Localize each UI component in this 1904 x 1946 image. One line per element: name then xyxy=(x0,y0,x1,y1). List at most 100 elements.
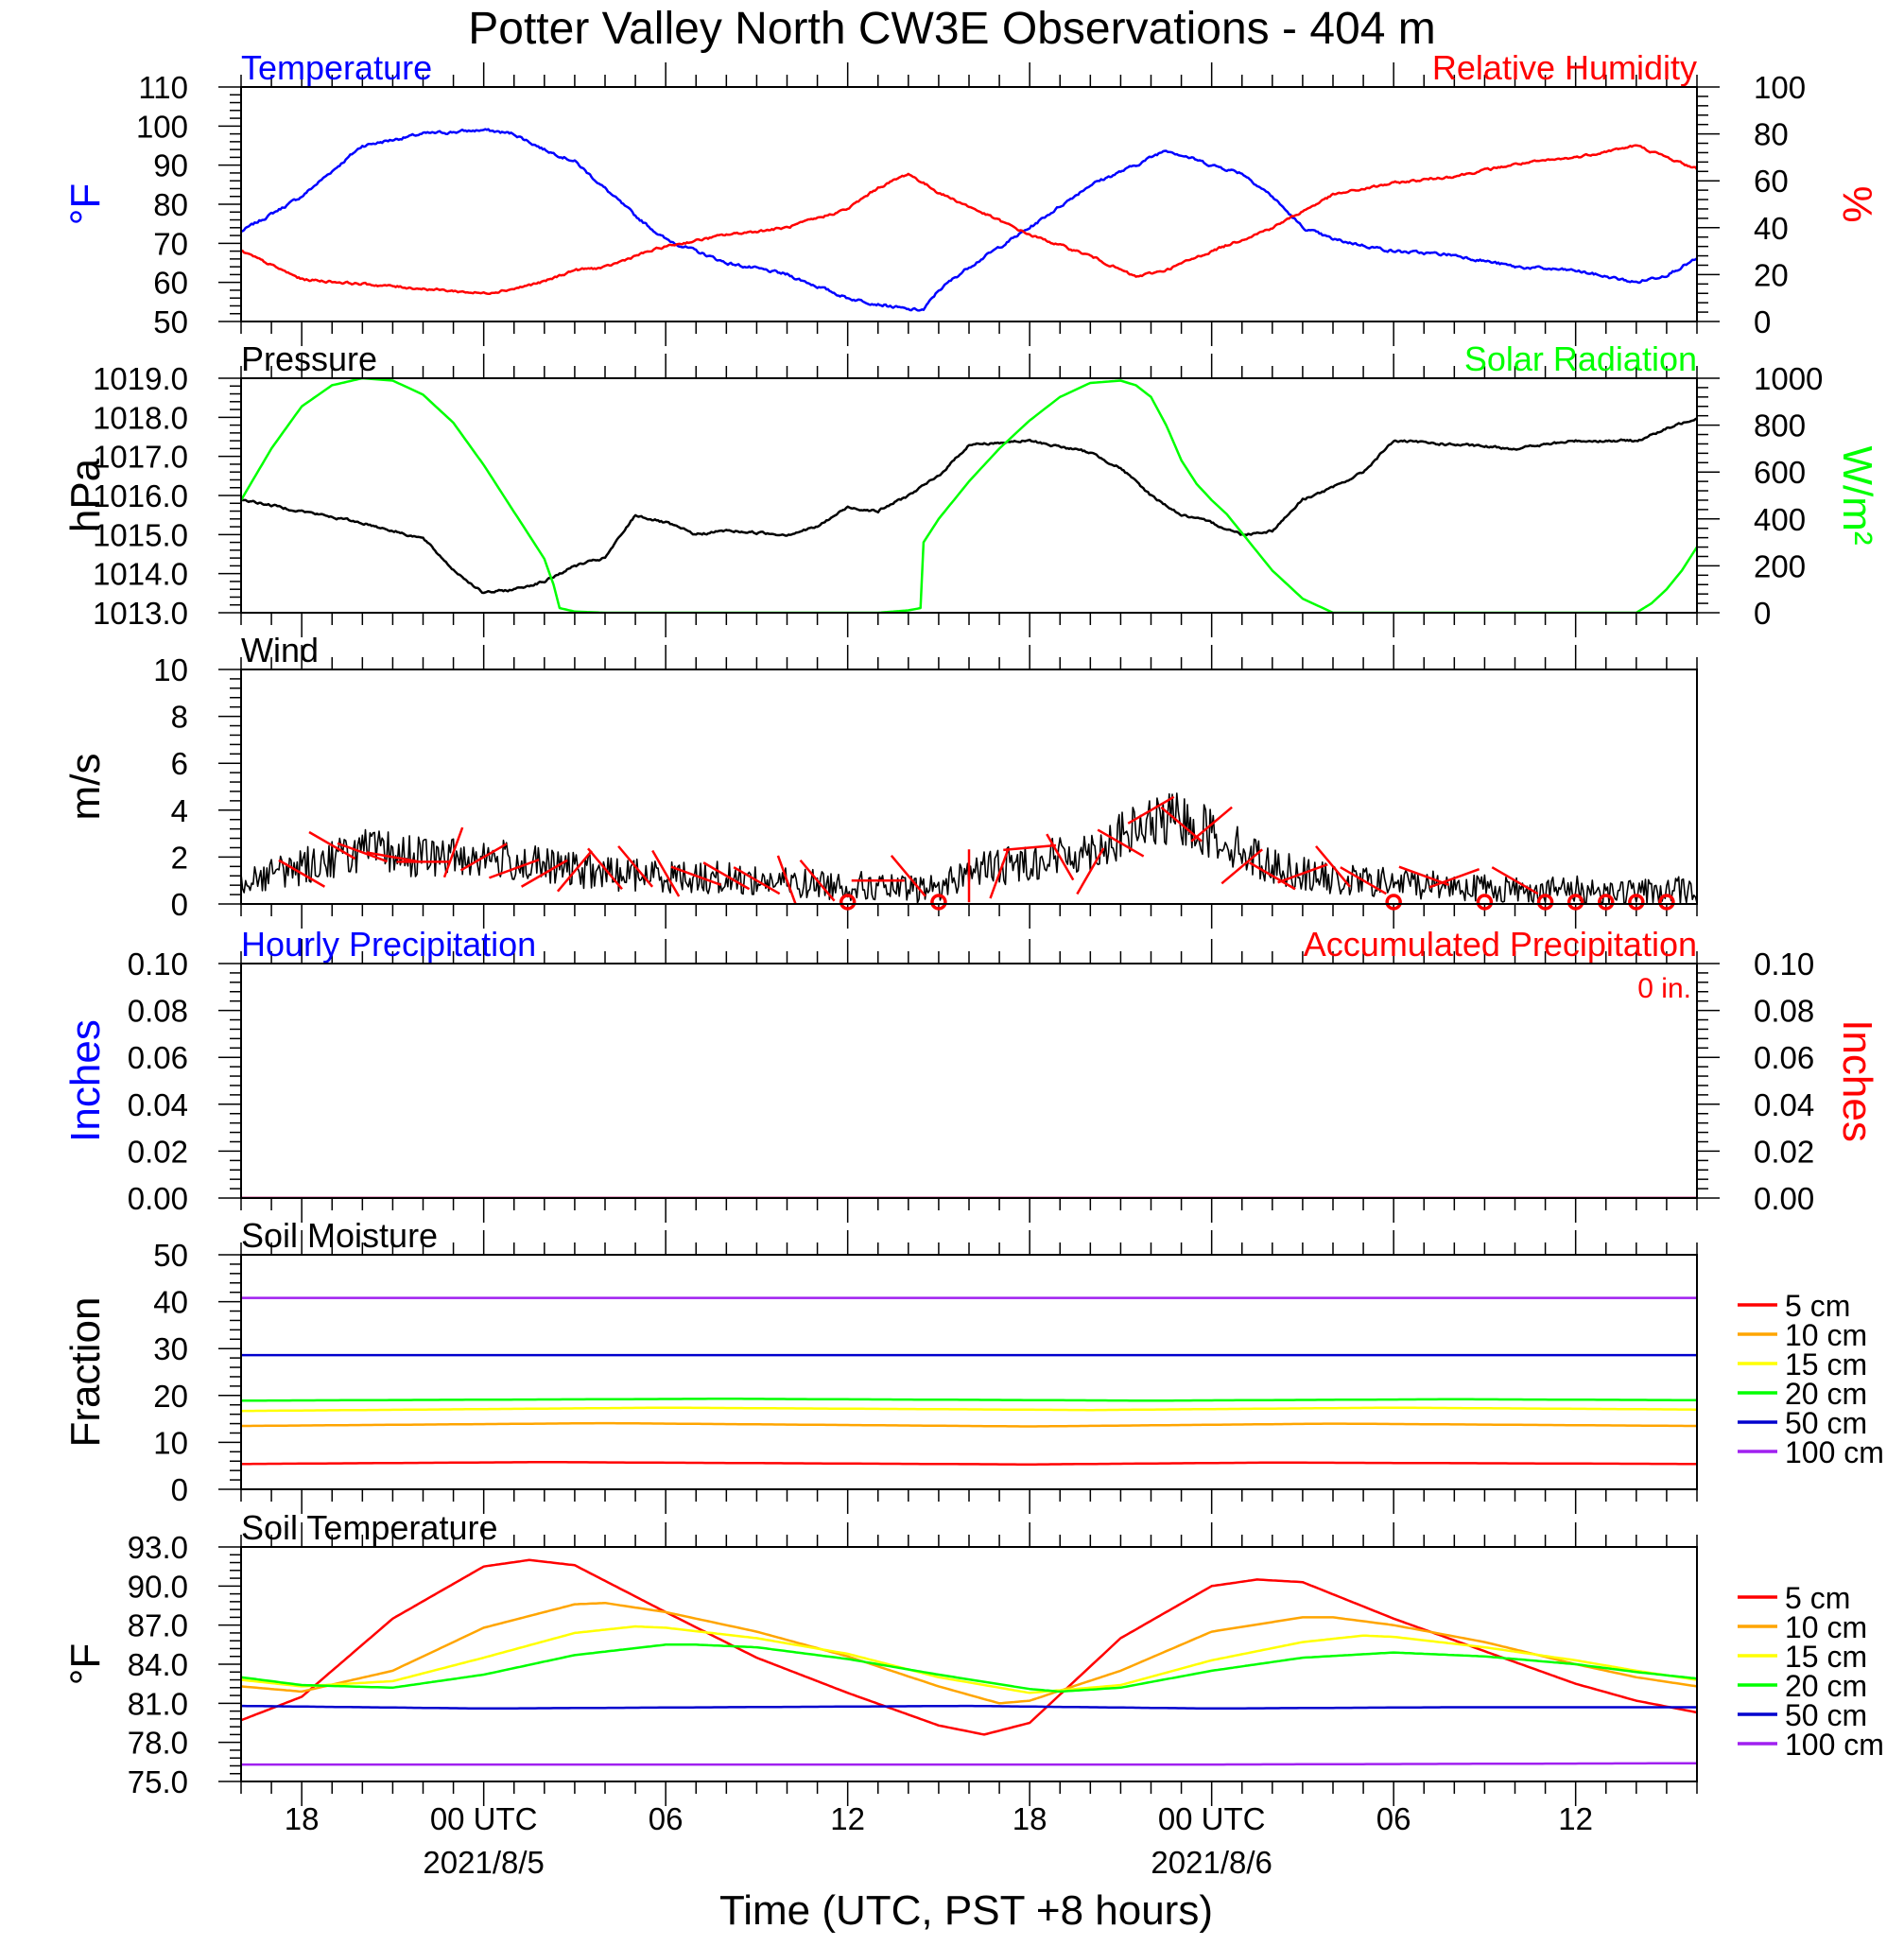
wind-barb xyxy=(489,859,540,879)
wind-barb xyxy=(1315,845,1351,888)
panel-frame xyxy=(240,963,1698,1199)
series-line-20cm xyxy=(241,1643,1697,1694)
y-right-tick-label: 400 xyxy=(1754,502,1806,537)
series-line-left0 xyxy=(241,128,1697,312)
wind-barb xyxy=(989,848,1010,899)
y-tick-label: 87.0 xyxy=(128,1608,188,1643)
y-tick-label: 20 xyxy=(153,1379,188,1414)
y-right-tick-label: 800 xyxy=(1754,408,1806,443)
y-tick-label: 0.08 xyxy=(128,994,188,1029)
y-tick-label: 6 xyxy=(171,746,188,781)
series-line-5cm xyxy=(241,1460,1697,1466)
x-axis-label: Time (UTC, PST +8 hours) xyxy=(719,1887,1213,1934)
series-line-15cm xyxy=(241,1406,1697,1413)
wind-barb xyxy=(1076,847,1105,895)
y-tick-label: 0.10 xyxy=(128,947,188,982)
x-tick-label: 18 xyxy=(1013,1801,1047,1836)
wind-barb xyxy=(1190,806,1233,843)
wind-barb xyxy=(1160,806,1203,843)
wind-barb xyxy=(651,849,681,897)
calm-wind-circle xyxy=(1658,894,1675,911)
y-right-tick-label: 0 xyxy=(1754,304,1771,339)
panel-frame xyxy=(240,669,1698,905)
panel-title-left: Pressure xyxy=(241,339,377,378)
panel-frame xyxy=(240,1546,1698,1782)
panel-title-left: Soil Temperature xyxy=(241,1508,497,1547)
x-date-label: 2021/8/6 xyxy=(1151,1845,1272,1880)
y-tick-label: 0.00 xyxy=(128,1181,188,1216)
y-axis-label: m/s xyxy=(62,754,109,821)
y-right-tick-label: 0.06 xyxy=(1754,1040,1814,1075)
y-tick-label: 0.02 xyxy=(128,1134,188,1169)
y-right-tick-label: 200 xyxy=(1754,548,1806,583)
y-tick-label: 0 xyxy=(171,887,188,922)
y-tick-label: 80 xyxy=(153,187,188,222)
y-axis-label: °F xyxy=(62,183,109,225)
y-tick-label: 93.0 xyxy=(128,1530,188,1565)
wind-barb xyxy=(459,843,508,872)
wind-barb xyxy=(1003,843,1057,852)
wind-barb xyxy=(1127,795,1175,825)
legend-label: 15 cm xyxy=(1785,1640,1867,1674)
y-axis-label: Inches xyxy=(62,1019,109,1142)
x-tick-label: 12 xyxy=(1558,1801,1593,1836)
panel-frame xyxy=(240,377,1698,614)
y-tick-label: 30 xyxy=(153,1331,188,1366)
y-right-tick-label: 0.08 xyxy=(1754,994,1814,1029)
y-tick-label: 0.06 xyxy=(128,1040,188,1075)
wind-barb xyxy=(1248,861,1296,891)
series-line-50cm xyxy=(241,1704,1697,1711)
wind-barb xyxy=(1097,828,1145,858)
y-tick-label: 1014.0 xyxy=(93,557,188,592)
panel-precip: 0.00 0.02 0.04 0.06 0.08 0.10 0.00 0.02 0.04 0.06… xyxy=(62,925,1880,1223)
calm-wind-circle xyxy=(930,894,947,911)
legend-label: 50 cm xyxy=(1785,1406,1867,1440)
legend-label: 100 cm xyxy=(1785,1435,1884,1469)
y-tick-label: 0.04 xyxy=(128,1087,188,1122)
wind-barb xyxy=(1046,833,1075,881)
series-line-20cm xyxy=(241,1398,1697,1402)
legend-label: 5 cm xyxy=(1785,1581,1850,1615)
y-tick-label: 2 xyxy=(171,840,188,875)
y-tick-label: 50 xyxy=(153,1238,188,1273)
wind-barb xyxy=(670,865,721,886)
y-tick-label: 84.0 xyxy=(128,1647,188,1682)
wind-barb xyxy=(520,859,568,888)
y-right-tick-label: 40 xyxy=(1754,211,1789,246)
panel-title-right: Relative Humidity xyxy=(1432,48,1697,87)
legend-label: 20 cm xyxy=(1785,1669,1867,1703)
calm-wind-circle xyxy=(1536,894,1554,911)
panel-wind: 0 2 4 6 8 10 Wind m/s xyxy=(62,631,1698,929)
wind-barb xyxy=(1428,867,1480,889)
legend-label: 10 cm xyxy=(1785,1610,1867,1644)
y-axis-label-right: % xyxy=(1834,185,1880,222)
x-tick-label: 00 UTC xyxy=(430,1801,538,1836)
calm-wind-circle xyxy=(1385,894,1402,911)
y-tick-label: 78.0 xyxy=(128,1726,188,1761)
y-right-tick-label: 80 xyxy=(1754,117,1789,152)
y-axis-label-right: W/m² xyxy=(1834,445,1880,545)
y-tick-label: 110 xyxy=(138,70,188,105)
y-tick-label: 1018.0 xyxy=(93,400,188,435)
y-right-tick-label: 0.02 xyxy=(1754,1134,1814,1169)
series-group xyxy=(241,1296,1697,1466)
panel-title-left: Soil Moisture xyxy=(241,1216,438,1255)
y-axis-label: °F xyxy=(62,1643,109,1685)
y-tick-label: 90 xyxy=(153,148,188,183)
chart-title: Potter Valley North CW3E Observations - … xyxy=(468,4,1436,54)
wind-barb xyxy=(890,854,926,897)
wind-barb xyxy=(366,851,420,863)
wind-barb xyxy=(733,866,781,895)
x-tick-label: 06 xyxy=(649,1801,684,1836)
wind-barb xyxy=(1220,848,1264,885)
panel-title-left: Wind xyxy=(241,631,319,669)
wind-barb xyxy=(442,826,464,878)
wind-barb xyxy=(1340,866,1387,895)
panel-soil_temp: 75.078.0 81.0 84.0 87.0 90.0 93.0 Soil Tempera… xyxy=(62,1508,1884,1806)
y-tick-label: 70 xyxy=(153,226,188,261)
y-axis-label-right: Inches xyxy=(1834,1019,1880,1142)
calm-wind-circle xyxy=(1476,894,1494,911)
wind-barb xyxy=(1398,865,1449,886)
